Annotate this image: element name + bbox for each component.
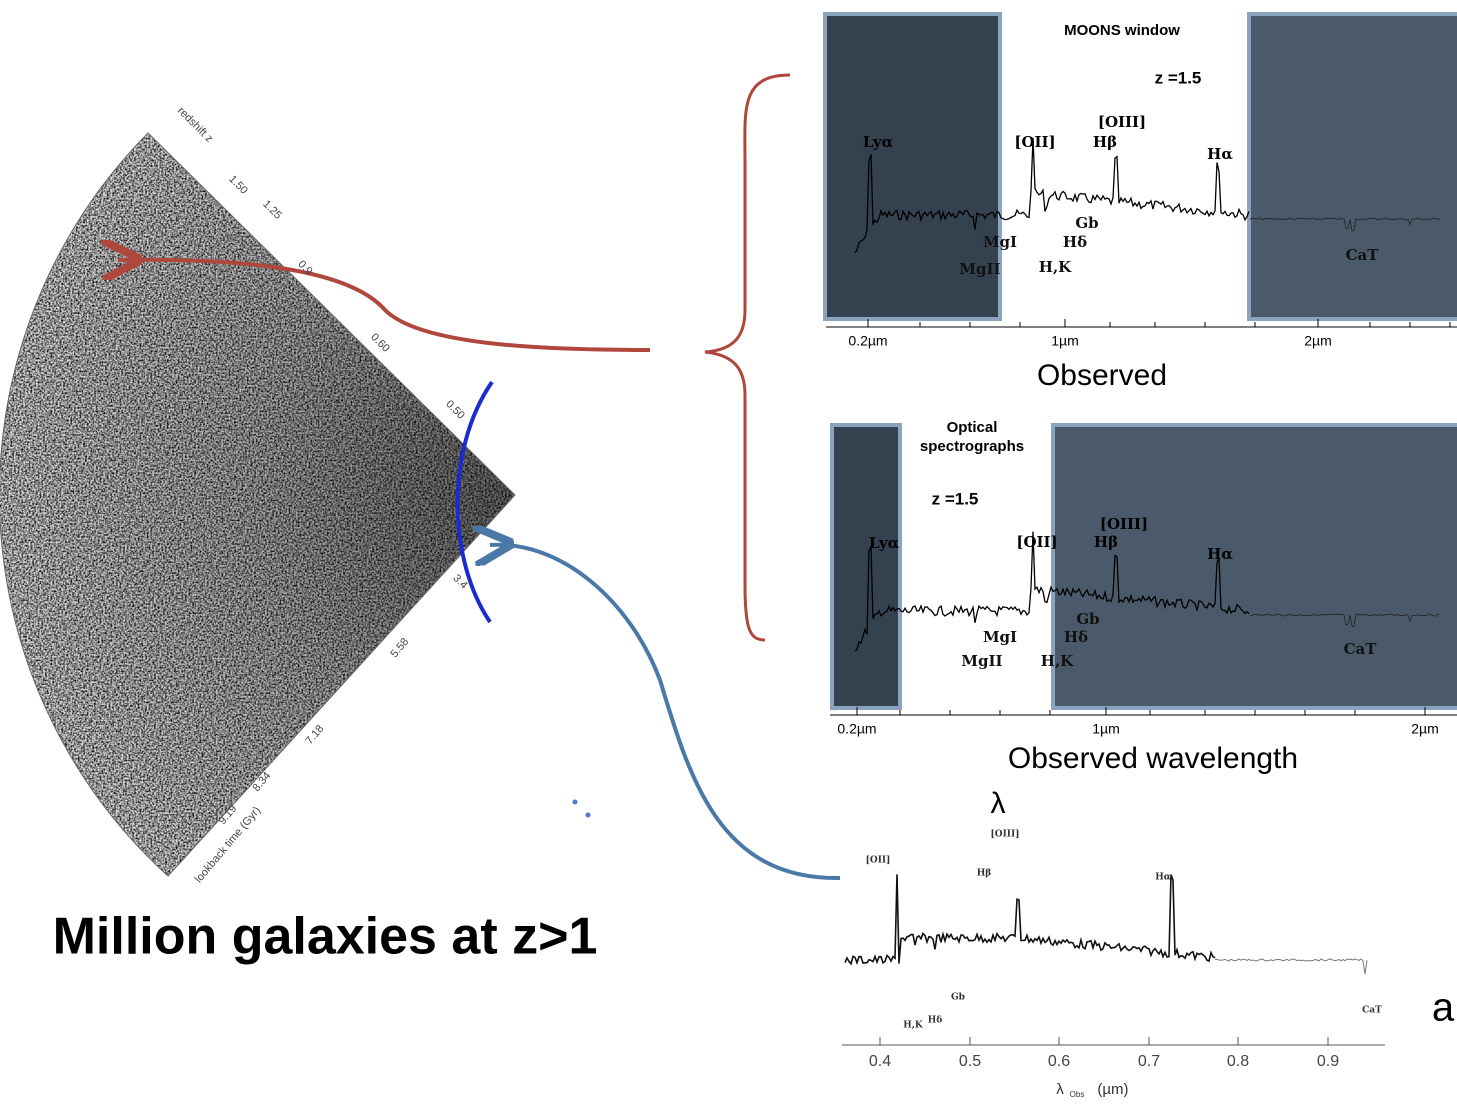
line-label: MgII: [959, 260, 1000, 278]
tick-label: 1µm: [1092, 721, 1120, 737]
panel-title: Optical: [947, 419, 998, 436]
line-label: Hβ: [977, 869, 992, 879]
slide: Million galaxies at z>1 a 1.50 1.25 0.9 0.60 0…: [0, 0, 1457, 1105]
panel-title: MOONS window: [1064, 22, 1180, 39]
line-label: MgI: [983, 628, 1017, 646]
line-label: Hα: [1155, 873, 1171, 883]
line-label: H,K: [903, 1021, 924, 1031]
line-label: [OII]: [1016, 533, 1057, 551]
line-label: Lyα: [869, 534, 900, 552]
line-label: CaT: [1346, 246, 1380, 264]
optical-mask-right: [1053, 425, 1457, 708]
line-label: [OII]: [1014, 133, 1055, 151]
axis-title: Observed wavelength: [1008, 742, 1298, 775]
axis-title: λ: [1056, 1081, 1064, 1098]
tick-label: 2µm: [1304, 333, 1332, 349]
line-label: Hδ: [1063, 233, 1087, 251]
dot: [573, 800, 578, 805]
dot: [586, 813, 591, 818]
tick-label: 0.2µm: [837, 721, 876, 737]
redshift-label: z =1.5: [1155, 68, 1202, 87]
tick-label: 0.9: [1317, 1053, 1339, 1070]
line-label: CaT: [1344, 640, 1378, 658]
line-label: Gb: [951, 993, 965, 1003]
line-label: Lyα: [863, 133, 894, 151]
line-label: Gb: [1076, 610, 1099, 628]
line-label: H,K: [1039, 258, 1072, 276]
line-label: Hδ: [928, 1016, 943, 1026]
tick-label: 0.8: [1227, 1053, 1249, 1070]
line-label: MgII: [961, 652, 1002, 670]
line-label: Hβ: [1093, 133, 1117, 151]
blue-arrow: [490, 545, 840, 878]
redshift-tick: 0.60: [368, 331, 392, 355]
tick-label: 0.4: [869, 1053, 891, 1070]
panel-title: spectrographs: [920, 438, 1024, 455]
axis-title: λ: [991, 787, 1006, 820]
tick-label: 0.6: [1048, 1053, 1070, 1070]
panel-bg: [770, 82, 830, 322]
line-label: [OII]: [866, 856, 891, 866]
cropped-text: a: [1432, 986, 1455, 1030]
redshift-title: redshift z: [175, 105, 215, 145]
line-label: Hα: [1207, 545, 1233, 563]
line-label: CaT: [1362, 1006, 1382, 1016]
line-label: Hα: [1207, 145, 1233, 163]
time-tick: 5.58: [388, 636, 411, 660]
headline: Million galaxies at z>1: [53, 908, 598, 966]
axis-title-unit: (µm): [1097, 1081, 1128, 1098]
tick-label: 0.2µm: [848, 333, 887, 349]
observed-spectrum: [845, 874, 1215, 963]
redshift-label: z =1.5: [932, 489, 979, 508]
moons-mask-right: [1249, 14, 1457, 319]
redshift-tick: 0.50: [443, 398, 467, 422]
observed-spectrum-tail: [1215, 959, 1367, 974]
redshift-tick: 1.25: [260, 198, 284, 222]
time-tick: 7.18: [303, 723, 326, 747]
tick-label: 2µm: [1411, 721, 1439, 737]
tick-label: 0.7: [1138, 1053, 1160, 1070]
line-label: [OIII]: [1098, 113, 1146, 131]
line-label: [OIII]: [991, 830, 1020, 840]
line-label: [OIII]: [1100, 515, 1148, 533]
axis-title-sub: Obs: [1070, 1090, 1085, 1099]
axis-title: Observed: [1037, 359, 1167, 392]
tick-label: 0.5: [959, 1053, 981, 1070]
line-label: Hδ: [1064, 628, 1088, 646]
line-label: Gb: [1075, 214, 1098, 232]
tick-label: 1µm: [1051, 333, 1079, 349]
optical-mask-left: [832, 425, 900, 708]
redshift-tick: 1.50: [226, 173, 250, 197]
line-label: Hβ: [1094, 533, 1118, 551]
line-label: H,K: [1041, 652, 1074, 670]
line-label: MgI: [983, 233, 1017, 251]
